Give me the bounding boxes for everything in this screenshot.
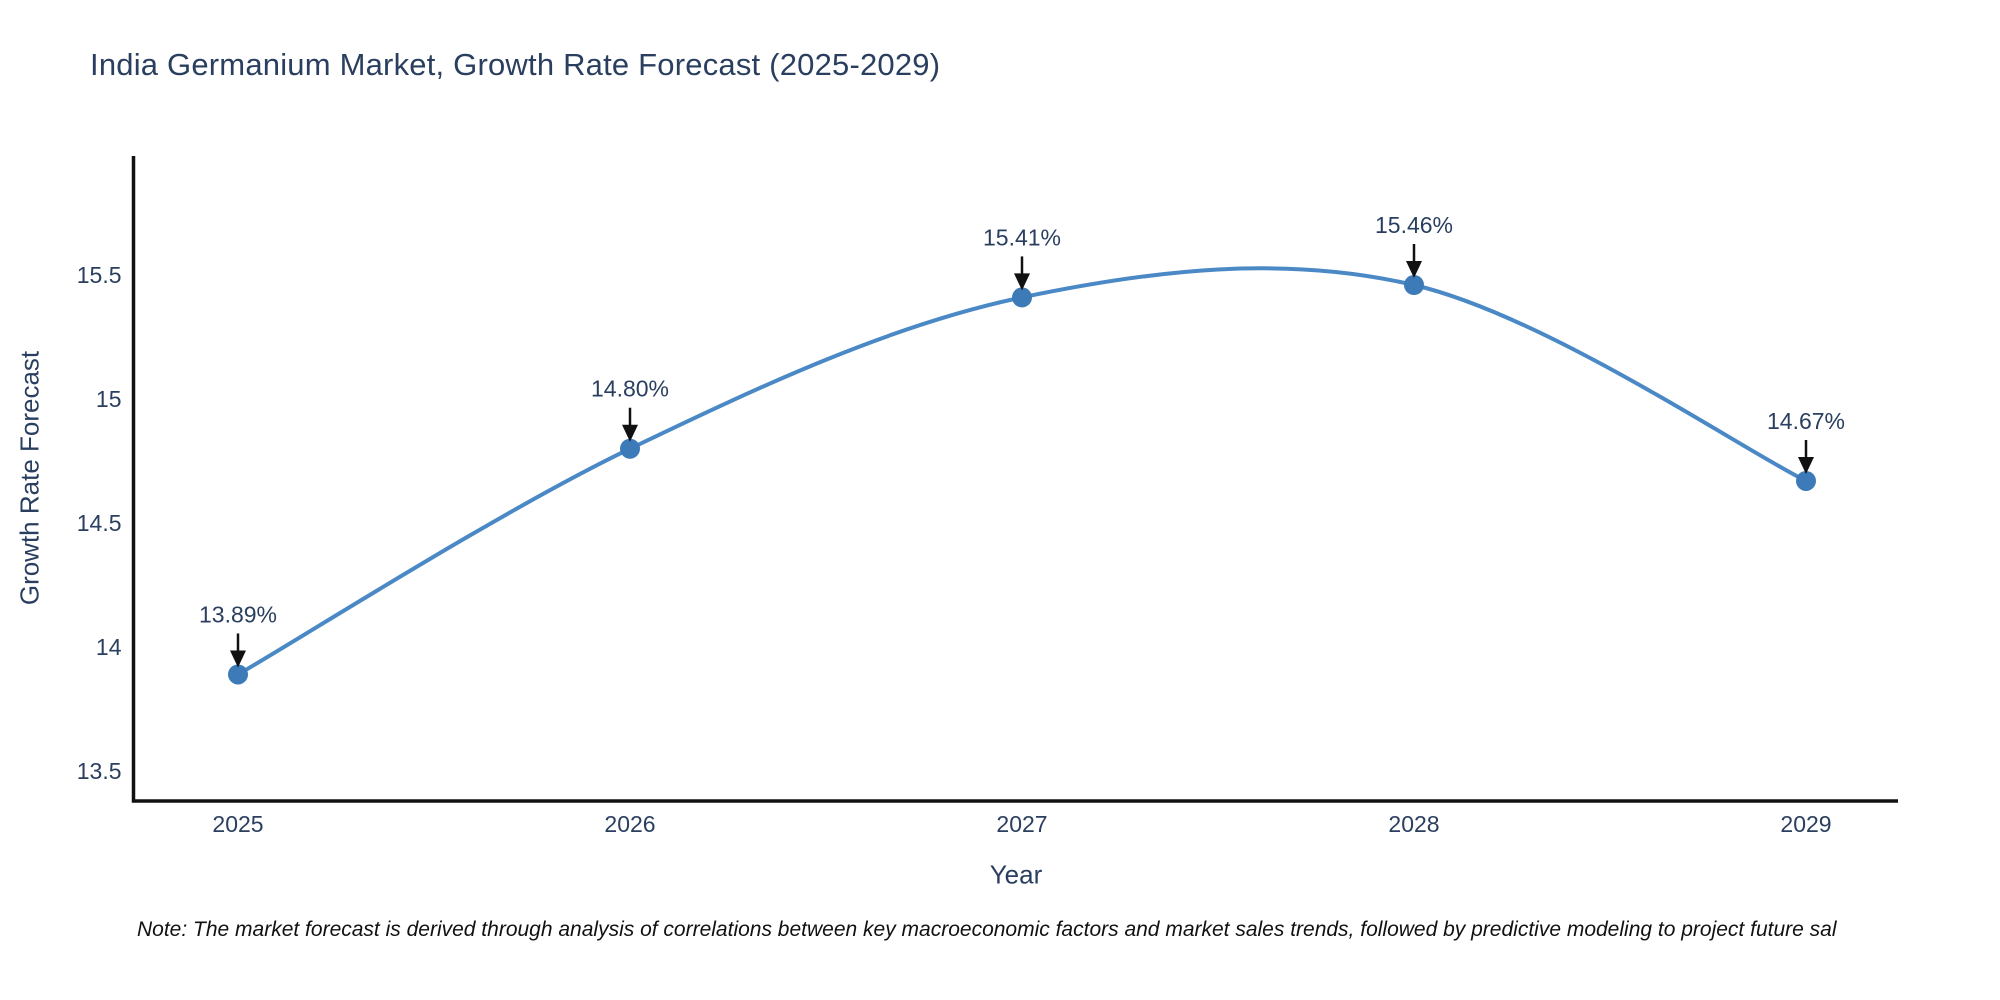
y-tick-label: 15 — [96, 386, 122, 412]
annotation-label: 13.89% — [199, 601, 277, 627]
annotation-label: 15.41% — [983, 224, 1061, 250]
x-tick-label: 2027 — [996, 811, 1047, 837]
data-point-2027[interactable] — [1012, 287, 1032, 308]
y-tick-label: 13.5 — [77, 758, 122, 784]
annotation-arrowhead — [1406, 261, 1422, 278]
x-axis-title: Year — [989, 859, 1043, 890]
footnote: Note: The market forecast is derived thr… — [137, 918, 1837, 941]
x-tick-label: 2028 — [1388, 811, 1439, 837]
y-tick-label: 15.5 — [77, 262, 122, 288]
x-tick-label: 2025 — [212, 811, 263, 837]
annotation-arrowhead — [230, 650, 246, 668]
x-tick-label: 2026 — [604, 811, 655, 837]
chart-title: India Germanium Market, Growth Rate Fore… — [90, 47, 941, 82]
y-tick-label: 14 — [96, 634, 122, 660]
annotation-label: 14.67% — [1767, 408, 1845, 434]
annotation-arrowhead — [622, 424, 638, 442]
data-point-2028[interactable] — [1404, 275, 1424, 295]
annotation-label: 14.80% — [591, 376, 669, 402]
data-point-2025[interactable] — [228, 664, 248, 685]
data-point-2026[interactable] — [620, 438, 640, 459]
y-tick-label: 14.5 — [77, 510, 122, 536]
axis-lines — [131, 156, 1898, 803]
annotation-label: 15.46% — [1375, 212, 1453, 238]
annotation-arrowhead — [1014, 273, 1030, 291]
annotation-arrowhead — [1798, 456, 1814, 474]
series-line — [236, 266, 1808, 677]
data-point-2029[interactable] — [1796, 470, 1816, 491]
x-tick-label: 2029 — [1780, 811, 1831, 837]
